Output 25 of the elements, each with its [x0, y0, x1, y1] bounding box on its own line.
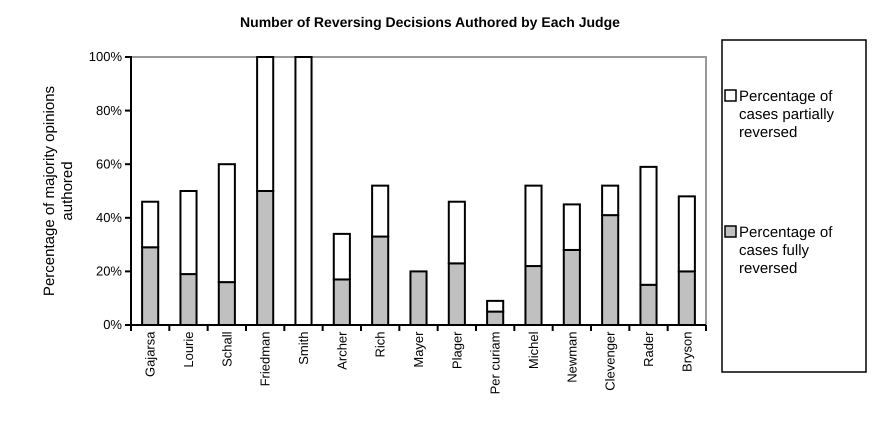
y-tick-label: 20% — [96, 264, 122, 279]
x-tick-label: Plager — [449, 330, 464, 370]
y-tick-label: 60% — [96, 156, 122, 172]
x-tick-label: Archer — [334, 330, 350, 370]
x-tick-label: Per curiam — [488, 332, 503, 394]
x-tick-label: Newman — [564, 332, 580, 383]
x-tick-label: Rich — [372, 332, 388, 358]
y-tick-label: 40% — [96, 210, 122, 225]
y-tick-label: 100% — [88, 49, 122, 64]
legend-label: Percentage of cases fully reversed — [739, 224, 834, 277]
x-tick-label: Lourie — [181, 332, 196, 368]
x-tick-label: Friedman — [258, 332, 273, 386]
x-tick-label: Schall — [219, 331, 234, 367]
x-tick-label: Rader — [641, 330, 656, 367]
x-tick-label: Smith — [296, 332, 312, 365]
y-tick-label: 0% — [103, 317, 122, 332]
y-axis-title: Percentage of majority opinions authored — [41, 86, 76, 296]
legend-label: Percentage of cases partially reversed — [739, 88, 835, 141]
x-tick-label: Bryson — [679, 332, 694, 372]
x-tick-label: Mayer — [411, 330, 426, 368]
x-tick-label: Gajarsa — [142, 330, 158, 378]
chart-title: Number of Reversing Decisions Authored by Each Judge — [240, 14, 620, 30]
x-tick-label: Clevenger — [602, 330, 618, 391]
x-tick-label: Michel — [526, 331, 542, 370]
y-tick-label: 80% — [96, 102, 122, 118]
